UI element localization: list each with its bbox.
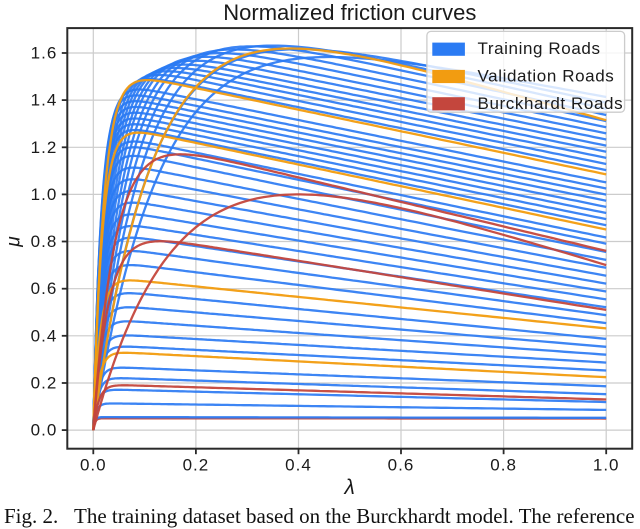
svg-text:1.4: 1.4: [31, 91, 58, 110]
svg-text:0.2: 0.2: [183, 456, 210, 475]
svg-text:1.0: 1.0: [593, 456, 620, 475]
svg-text:1.0: 1.0: [31, 185, 58, 204]
svg-text:0.4: 0.4: [285, 456, 312, 475]
svg-text:0.0: 0.0: [80, 456, 107, 475]
svg-text:Burckhardt Roads: Burckhardt Roads: [478, 94, 624, 113]
svg-text:0.6: 0.6: [31, 279, 58, 298]
svg-text:0.8: 0.8: [490, 456, 517, 475]
svg-text:Validation Roads: Validation Roads: [478, 67, 615, 86]
svg-text:1.2: 1.2: [31, 138, 58, 157]
svg-text:0.4: 0.4: [31, 326, 58, 345]
svg-text:0.0: 0.0: [31, 421, 58, 440]
svg-text:μ: μ: [4, 236, 25, 248]
svg-text:1.6: 1.6: [31, 44, 58, 63]
svg-text:0.2: 0.2: [31, 374, 58, 393]
svg-text:0.6: 0.6: [388, 456, 415, 475]
svg-text:λ: λ: [344, 476, 355, 499]
svg-text:0.8: 0.8: [31, 232, 58, 251]
svg-text:Training Roads: Training Roads: [478, 39, 601, 58]
svg-text:Normalized friction curves: Normalized friction curves: [223, 0, 476, 25]
